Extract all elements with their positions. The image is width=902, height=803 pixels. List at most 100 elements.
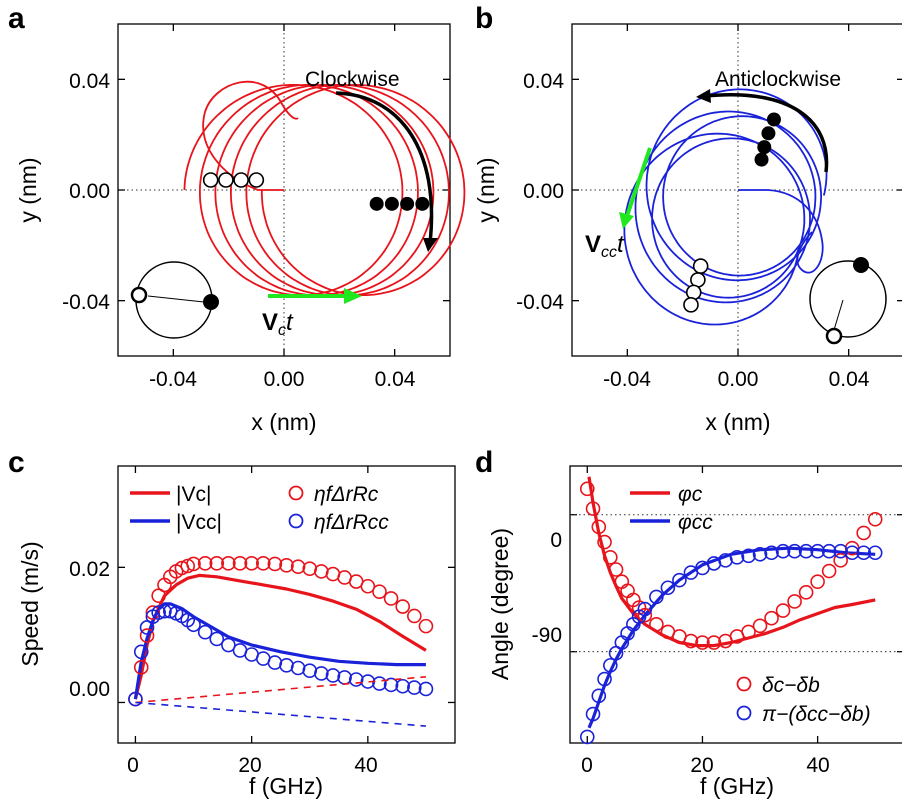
marker-2-15 (695, 635, 710, 650)
marker-2-19 (290, 559, 306, 574)
marker-2-10 (186, 556, 201, 572)
panel-c-ylabel: Speed (m/s) (17, 541, 43, 666)
marker-3-20 (752, 546, 768, 562)
marker-2-21 (314, 564, 329, 579)
panel-b-xtick-1: -0.04 (603, 368, 651, 391)
marker-2-14 (683, 633, 699, 649)
panel-a-drift-label: Vct (262, 309, 294, 339)
panel-d-ytick-2: -90 (532, 624, 562, 647)
panel-b-transient-curve (738, 189, 824, 274)
marker-3-17 (267, 655, 283, 670)
marker-3-27 (833, 543, 848, 559)
panel-b-drift-label: Vcct (585, 231, 625, 261)
marker-2-25 (360, 578, 376, 594)
panel-a-open-marker-1 (218, 172, 234, 188)
marker-2-3 (145, 605, 161, 620)
marker-3-18 (279, 658, 294, 673)
marker-2-26 (372, 584, 387, 599)
panel-b-filled-marker-3 (766, 112, 781, 127)
panel-d-xtick-1: 0 (581, 754, 593, 777)
panel-a-xtick-3: 0.04 (375, 368, 416, 391)
marker-3-10 (186, 617, 201, 633)
marker-3-4 (603, 658, 618, 673)
panel-b: b 0.04 0.00 -0.04 -0.04 0.00 0.04 x (nm)… (473, 2, 902, 435)
panel-c-xtick-2: 20 (238, 754, 261, 777)
panel-a-filled-marker-2 (400, 196, 415, 211)
panel-b-xlabel: x (nm) (705, 409, 770, 435)
panel-b-open-marker-3 (683, 297, 699, 313)
marker-2-20 (752, 618, 768, 634)
marker-3-10 (637, 601, 653, 617)
panel-a-inset-open-dot (130, 286, 148, 304)
marker-2-30 (418, 618, 434, 634)
panel-a-trajectory (183, 80, 466, 297)
marker-2-1 (585, 501, 601, 516)
marker-3-0 (128, 691, 143, 707)
panel-b-ylabel: y (nm) (473, 157, 499, 222)
marker-2-17 (267, 556, 283, 572)
series-line-0 (587, 476, 876, 648)
marker-2-6 (614, 574, 630, 589)
panel-d-xtick-2: 20 (690, 754, 713, 777)
marker-3-0 (579, 729, 595, 745)
panel-a-filled-marker-3 (415, 196, 430, 211)
marker-3-19 (290, 660, 306, 676)
marker-3-5 (157, 603, 172, 619)
panel-a-inset-circle (135, 261, 213, 339)
marker-2-7 (620, 583, 635, 599)
panel-a-ytick-1: 0.04 (69, 70, 110, 93)
marker-3-25 (810, 543, 825, 559)
panel-b-ytick-2: 0.00 (523, 180, 564, 203)
panel-b-annotation: Anticlockwise (715, 68, 841, 91)
panel-a-markers (202, 172, 430, 211)
marker-2-0 (579, 481, 595, 497)
panel-a-filled-marker-1 (384, 196, 399, 211)
marker-3-28 (844, 545, 860, 561)
marker-3-29 (407, 680, 422, 695)
series-line-1 (133, 602, 426, 700)
marker-3-24 (798, 543, 814, 559)
marker-2-13 (221, 555, 236, 571)
marker-3-11 (649, 589, 664, 605)
marker-3-23 (787, 543, 802, 559)
series-line-4 (135, 676, 426, 704)
legend-deltac-marker (736, 676, 752, 692)
panel-d-xtick-3: 40 (806, 754, 829, 777)
panel-b-ytick-3: -0.04 (516, 291, 564, 314)
marker-3-1 (133, 644, 149, 660)
marker-2-19 (741, 624, 756, 640)
panel-b-filled-marker-1 (757, 140, 772, 155)
panel-b-trajectory (623, 88, 828, 326)
legend-vc-label: |Vc| (176, 483, 211, 506)
panel-b-open-marker-2 (685, 284, 702, 301)
panel-c-letter: c (8, 446, 25, 479)
marker-3-13 (672, 572, 687, 588)
panel-d-frame (569, 465, 902, 744)
marker-3-11 (197, 624, 213, 640)
panel-a-open-marker-2 (233, 172, 249, 188)
panel-b-xtick-2: 0.00 (718, 368, 759, 391)
marker-2-2 (139, 628, 155, 643)
marker-3-28 (395, 678, 411, 694)
panel-b-letter: b (475, 2, 493, 35)
marker-2-24 (798, 585, 814, 600)
marker-2-26 (821, 563, 837, 579)
series-line-5 (135, 701, 426, 727)
legend-deltacc-label: π−(δcc−δb) (762, 703, 871, 726)
panel-c-xtick-1: 0 (127, 754, 139, 777)
marker-3-2 (591, 688, 607, 704)
panel-a-transient-curve (202, 80, 299, 191)
panel-d-ytick-1: 0 (550, 529, 562, 552)
marker-2-21 (764, 610, 779, 626)
panel-c-plot (128, 555, 434, 727)
series-line-1 (587, 546, 876, 729)
marker-2-20 (302, 561, 318, 576)
panel-b-filled-marker-0 (754, 152, 769, 167)
legend-deltac-label: δc−δb (762, 674, 820, 697)
panel-a-open-marker-0 (202, 172, 219, 188)
panel-c-ytick-1: 0.02 (69, 558, 110, 581)
marker-3-22 (325, 668, 341, 683)
panel-a-annotation: Clockwise (305, 68, 400, 91)
panel-a-ylabel: y (nm) (15, 157, 41, 222)
legend-phic-label: φc (678, 483, 703, 506)
